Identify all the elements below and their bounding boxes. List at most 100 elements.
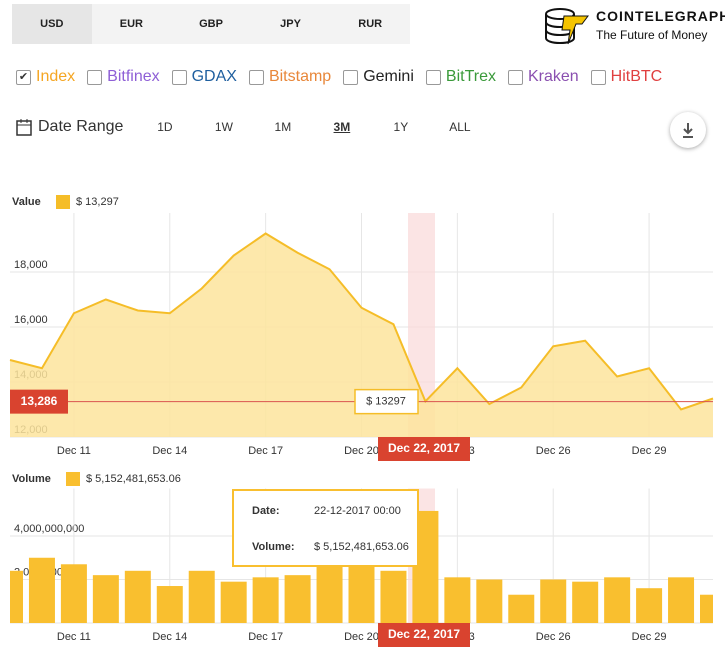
logo (545, 8, 589, 45)
bar (540, 579, 567, 623)
checkbox[interactable] (590, 69, 606, 85)
y-tick-label: 4,000,000,000 (14, 523, 84, 535)
bar (60, 564, 87, 623)
range-option[interactable]: 1Y (393, 120, 409, 134)
x-tick-label: Dec 14 (152, 631, 187, 643)
y-tick-label: 18,000 (14, 259, 48, 271)
legend-value: $ 5,152,481,653.06 (86, 473, 181, 485)
exchange-filter[interactable]: GDAX (171, 68, 237, 86)
bar (220, 581, 247, 623)
brand-name: COINTELEGRAPH (596, 8, 725, 24)
bar (604, 577, 631, 623)
x-tick-label: Dec 17 (248, 445, 283, 457)
bar (508, 594, 535, 623)
area (10, 233, 713, 437)
exchange-name: Index (36, 68, 76, 85)
x-tick-label: Dec 29 (632, 631, 667, 643)
x-hover-badge (378, 437, 470, 461)
range-option[interactable]: ALL (449, 120, 471, 134)
chart-title: Value (12, 196, 41, 208)
x-tick-label: Dec 26 (536, 445, 571, 457)
exchange-filter[interactable]: ✔ Index (16, 68, 75, 86)
currency-tab[interactable]: EUR (119, 18, 143, 30)
range-option[interactable]: 1W (214, 120, 233, 134)
exchange-filters: ✔ Index Bitfinex GDAX Bitstamp Gemini BitTrex K… (16, 68, 662, 86)
bar (668, 577, 695, 623)
checkbox[interactable] (171, 69, 187, 85)
y-tick-label: 16,000 (14, 314, 48, 326)
legend-value: $ 13,297 (76, 196, 119, 208)
date-range: Date Range 1D 1W 1M 3M 1Y ALL (16, 118, 489, 136)
exchange-name: HitBTC (610, 68, 663, 85)
exchange-name: Gemini (363, 68, 414, 85)
x-tick-label: Dec 20 (344, 445, 379, 457)
x-hover-label: Dec 22, 2017 (388, 627, 460, 641)
exchange-name: GDAX (191, 68, 237, 85)
range-option[interactable]: 3M (333, 120, 351, 134)
bar (316, 562, 343, 623)
bar (28, 557, 55, 623)
exchange-filter[interactable]: HitBTC (590, 68, 663, 86)
checkbox[interactable] (87, 69, 103, 85)
exchange-name: BitTrex (445, 68, 496, 85)
bar (380, 570, 407, 623)
x-tick-label: Dec 11 (57, 445, 91, 457)
exchange-filter[interactable]: Bitstamp (248, 68, 332, 86)
bars (10, 510, 713, 623)
x-tick-label: Dec 11 (57, 631, 91, 643)
range-option[interactable]: 1D (157, 120, 173, 134)
exchange-name: Kraken (527, 68, 579, 85)
download-icon (683, 123, 693, 138)
tooltip-value: $ 5,152,481,653.06 (314, 541, 409, 553)
bar (92, 575, 119, 623)
hover-value-box (354, 388, 419, 415)
exchange-name: Bitstamp (268, 68, 332, 85)
bar (188, 570, 215, 623)
currency-tab[interactable]: JPY (280, 18, 301, 30)
bar (156, 586, 183, 623)
checkbox[interactable] (507, 69, 523, 85)
reference-label: 13,286 (21, 394, 58, 408)
calendar-icon (16, 119, 32, 136)
date-range-label: Date Range (38, 118, 124, 135)
currency-tabs: USD EUR GBP JPY RUR (12, 4, 410, 44)
tooltip-value: 22-12-2017 00:00 (314, 505, 401, 517)
checkbox[interactable] (248, 69, 264, 85)
bar (444, 577, 471, 623)
currency-tab[interactable]: RUR (358, 18, 383, 30)
x-tick-label: Dec 20 (344, 631, 379, 643)
checkbox[interactable] (425, 69, 441, 85)
hover-value: $ 13297 (366, 396, 406, 408)
tooltip (232, 489, 419, 567)
toolbar: USD EUR GBP JPY RUR COINTELEGRAPH The Future… (0, 0, 725, 185)
exchange-filter[interactable]: Bitfinex (87, 68, 160, 86)
exchange-filter[interactable]: BitTrex (425, 68, 496, 86)
bar (252, 577, 279, 623)
currency-tab[interactable]: GBP (199, 18, 223, 30)
bar (348, 566, 375, 623)
bar (636, 588, 663, 623)
reference-badge (10, 389, 68, 414)
line (9, 232, 714, 411)
tooltip-key: Volume: (252, 541, 295, 553)
x-tick-label: Dec 29 (632, 445, 667, 457)
checkbox[interactable]: ✔ (16, 69, 31, 85)
legend-swatch (66, 472, 80, 486)
x-tick-label: Dec 26 (536, 631, 571, 643)
brand-tagline: The Future of Money (596, 28, 708, 42)
exchange-name: Bitfinex (107, 68, 160, 85)
legend-swatch (56, 195, 70, 209)
range-option[interactable]: 1M (274, 120, 292, 134)
exchange-filter[interactable]: Gemini (343, 68, 414, 86)
bar (700, 594, 713, 623)
checkbox[interactable] (343, 69, 359, 85)
bar (124, 570, 151, 623)
exchange-filter[interactable]: Kraken (507, 68, 579, 86)
bar (476, 579, 503, 623)
currency-tab[interactable]: USD (12, 4, 92, 44)
bar (284, 575, 311, 623)
x-hover-badge (378, 623, 470, 647)
download-button[interactable] (670, 112, 706, 148)
